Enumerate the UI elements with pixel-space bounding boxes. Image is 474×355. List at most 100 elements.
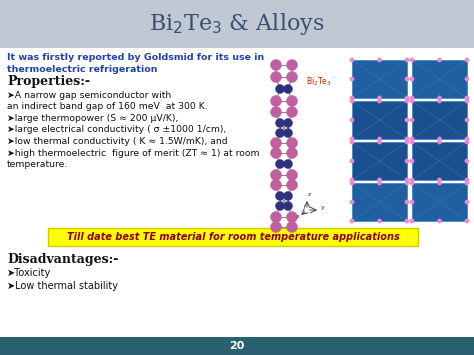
Circle shape [438,140,442,144]
Text: Bi$_2$Te$_3$ & Alloys: Bi$_2$Te$_3$ & Alloys [149,11,325,37]
Circle shape [410,219,414,223]
Circle shape [286,106,298,118]
Circle shape [405,200,409,204]
Circle shape [405,118,409,122]
Circle shape [275,159,284,169]
Circle shape [271,212,282,223]
Circle shape [405,96,409,100]
Circle shape [350,200,354,204]
Circle shape [465,96,469,100]
Circle shape [465,140,469,144]
Circle shape [377,219,382,223]
Circle shape [350,96,354,100]
Circle shape [271,180,282,191]
Circle shape [286,60,298,71]
Circle shape [465,200,469,204]
Circle shape [377,99,382,103]
Text: y: y [321,205,325,210]
Circle shape [410,99,414,103]
Circle shape [350,178,354,182]
Circle shape [410,181,414,185]
Circle shape [405,140,409,144]
Circle shape [410,77,414,81]
Circle shape [377,181,382,185]
Circle shape [410,140,414,144]
Circle shape [465,159,469,163]
Circle shape [286,137,298,148]
Circle shape [350,99,354,103]
Circle shape [350,137,354,141]
Circle shape [410,159,414,163]
Circle shape [465,137,469,141]
Text: ➤Toxicity: ➤Toxicity [7,268,51,278]
Circle shape [350,58,354,62]
Circle shape [283,119,292,127]
Circle shape [377,140,382,144]
Text: ➤large electrical conductivity ( σ ±1000 1/cm),: ➤large electrical conductivity ( σ ±1000… [7,126,226,135]
Circle shape [286,180,298,191]
FancyBboxPatch shape [352,60,407,98]
Text: It was firstly reported by Goldsmid for its use in
thermoelectric refrigeration: It was firstly reported by Goldsmid for … [7,53,264,74]
Circle shape [283,191,292,201]
Circle shape [438,96,442,100]
Circle shape [350,181,354,185]
Circle shape [438,178,442,182]
FancyBboxPatch shape [0,337,474,355]
Circle shape [410,200,414,204]
Circle shape [271,169,282,180]
Text: ➤A narrow gap semiconductor with
an indirect band gap of 160 meV  at 300 K.: ➤A narrow gap semiconductor with an indi… [7,91,208,111]
Circle shape [465,219,469,223]
Circle shape [286,95,298,106]
Circle shape [410,58,414,62]
Circle shape [350,118,354,122]
FancyBboxPatch shape [352,142,407,180]
Circle shape [271,147,282,158]
FancyBboxPatch shape [352,101,407,139]
Circle shape [350,140,354,144]
Circle shape [465,58,469,62]
Circle shape [350,219,354,223]
Circle shape [275,129,284,137]
Circle shape [271,137,282,148]
Circle shape [350,159,354,163]
Circle shape [377,137,382,141]
FancyBboxPatch shape [412,101,467,139]
Circle shape [275,202,284,211]
Circle shape [465,99,469,103]
Circle shape [465,118,469,122]
FancyBboxPatch shape [48,228,418,246]
Circle shape [283,202,292,211]
Circle shape [271,222,282,233]
Text: ➤high thermoelectric  figure of merit (ZT ≈ 1) at room
temperature.: ➤high thermoelectric figure of merit (ZT… [7,148,259,169]
Circle shape [377,96,382,100]
Circle shape [350,77,354,81]
Circle shape [275,119,284,127]
Circle shape [405,219,409,223]
Circle shape [283,159,292,169]
Circle shape [438,219,442,223]
Circle shape [286,71,298,82]
Circle shape [410,118,414,122]
Circle shape [286,147,298,158]
Circle shape [405,58,409,62]
Circle shape [465,77,469,81]
Circle shape [275,84,284,93]
Text: Properties:-: Properties:- [7,75,90,88]
Circle shape [283,129,292,137]
Circle shape [410,96,414,100]
Circle shape [438,137,442,141]
Circle shape [438,58,442,62]
Circle shape [405,159,409,163]
Text: ➤large thermopower (S ≈ 200 μV/K),: ➤large thermopower (S ≈ 200 μV/K), [7,114,178,123]
Text: ➤Low thermal stability: ➤Low thermal stability [7,281,118,291]
Text: 20: 20 [229,341,245,351]
FancyBboxPatch shape [412,183,467,221]
Circle shape [271,60,282,71]
Text: x: x [296,214,300,219]
Circle shape [405,181,409,185]
Circle shape [271,71,282,82]
FancyBboxPatch shape [412,60,467,98]
Circle shape [286,222,298,233]
Text: Disadvantages:-: Disadvantages:- [7,253,118,266]
Text: z: z [308,192,311,197]
